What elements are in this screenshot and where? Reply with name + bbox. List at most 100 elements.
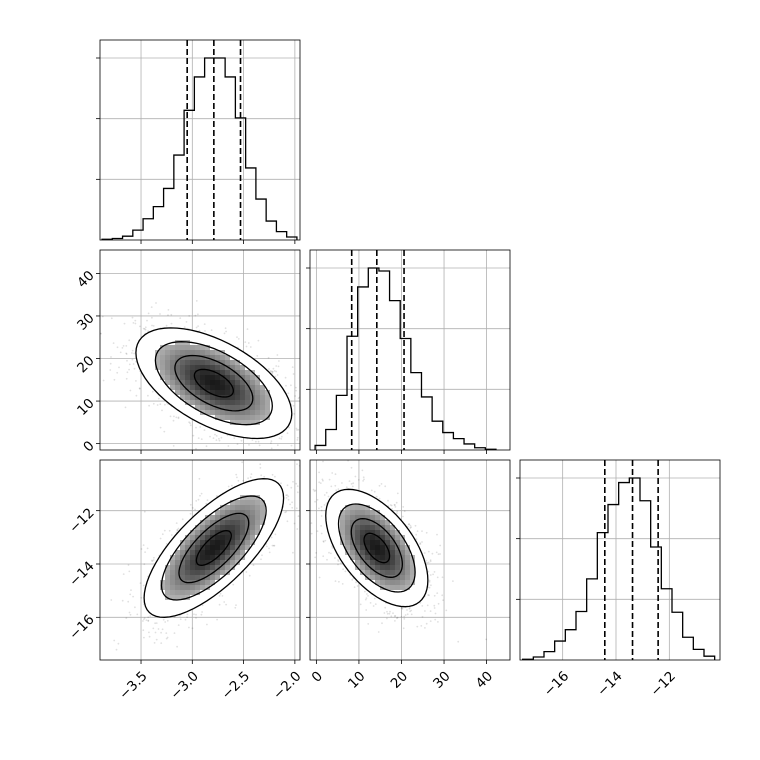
density-cell (210, 555, 215, 560)
density-cell (180, 580, 185, 585)
density-cell (210, 565, 215, 570)
density-cell (175, 595, 180, 600)
scatter-point (226, 434, 229, 437)
density-cell (255, 505, 260, 510)
scatter-point (304, 408, 306, 410)
scatter-point (297, 397, 300, 399)
scatter-point (170, 313, 173, 316)
density-cell (225, 385, 230, 390)
density-cell (230, 375, 235, 380)
density-cell (260, 395, 265, 400)
density-cell (180, 365, 185, 370)
scatter-point (143, 510, 146, 513)
scatter-point (436, 592, 439, 594)
histogram-panel-2 (516, 459, 721, 661)
density-cell (170, 365, 175, 370)
scatter-point (344, 570, 347, 573)
density-cell (220, 520, 225, 525)
scatter-point (165, 632, 168, 634)
density-cell (205, 565, 210, 570)
density-cell (220, 375, 225, 380)
density-cell (195, 375, 200, 380)
density-cell (245, 370, 250, 375)
scatter-point (66, 322, 68, 324)
scatter-point (323, 504, 326, 506)
density-cell (240, 420, 245, 425)
scatter-point (274, 375, 277, 378)
scatter-point (301, 426, 303, 428)
contour-line (135, 327, 293, 440)
density-cell (190, 535, 195, 540)
density-cell (195, 390, 200, 395)
scatter-point (327, 495, 330, 498)
scatter-point (364, 590, 366, 593)
density-cell (185, 390, 190, 395)
scatter-point (400, 607, 403, 610)
scatter-point (305, 409, 307, 411)
density-cell (175, 365, 180, 370)
scatter-point (195, 447, 197, 450)
scatter-point (305, 482, 307, 484)
scatter-point (127, 600, 130, 603)
density-cell (225, 400, 230, 405)
scatter-point (407, 523, 410, 526)
density-cell (235, 365, 240, 370)
density-cell (230, 540, 235, 545)
scatter-point (209, 435, 211, 438)
scatter-point (329, 437, 331, 439)
scatter-point (410, 609, 413, 612)
scatter-point (131, 316, 134, 319)
density-cell (175, 560, 180, 565)
scatter-point (134, 319, 137, 322)
density-cell (235, 545, 240, 550)
scatter-point (248, 574, 251, 577)
scatter-point (129, 389, 132, 392)
scatter-point (429, 560, 432, 563)
scatter-point (434, 618, 437, 621)
density-cell (230, 555, 235, 560)
scatter-point (396, 617, 398, 620)
scatter-point (109, 369, 112, 371)
scatter-point (428, 586, 431, 589)
scatter-point (177, 417, 180, 420)
scatter-point (125, 353, 128, 355)
density-cell (220, 555, 225, 560)
density-cell (195, 405, 200, 410)
scatter-point (186, 616, 189, 618)
density-cell (195, 565, 200, 570)
scatter-point (389, 610, 391, 613)
scatter-point (337, 488, 340, 490)
scatter-point (206, 623, 208, 626)
scatter-point (161, 628, 164, 631)
scatter-point (402, 515, 404, 518)
density-cell (245, 375, 250, 380)
scatter-point (189, 422, 192, 425)
density-cell (200, 570, 205, 575)
scatter-point (223, 332, 226, 335)
density-cell (215, 525, 220, 530)
density-cell (225, 545, 230, 550)
scatter-point (152, 627, 155, 630)
density-cell (170, 350, 175, 355)
scatter-point (286, 432, 289, 435)
scatter-point (154, 631, 157, 634)
density-cell (170, 375, 175, 380)
density-cell (215, 370, 220, 375)
density-cell (255, 525, 260, 530)
density-cell (240, 530, 245, 535)
y-tick-label: 20 (74, 353, 97, 376)
density-cell (230, 515, 235, 520)
density-cell (235, 550, 240, 555)
scatter-point (389, 504, 392, 506)
density-cell (260, 410, 265, 415)
density-body (66, 300, 331, 450)
scatter-point (214, 433, 216, 436)
scatter-point (437, 602, 440, 605)
scatter-point (242, 479, 245, 482)
density-cell (190, 400, 195, 405)
scatter-point (255, 440, 257, 443)
density-cell (230, 400, 235, 405)
scatter-point (437, 621, 439, 623)
density-cell (235, 530, 240, 535)
density-cell (235, 375, 240, 380)
